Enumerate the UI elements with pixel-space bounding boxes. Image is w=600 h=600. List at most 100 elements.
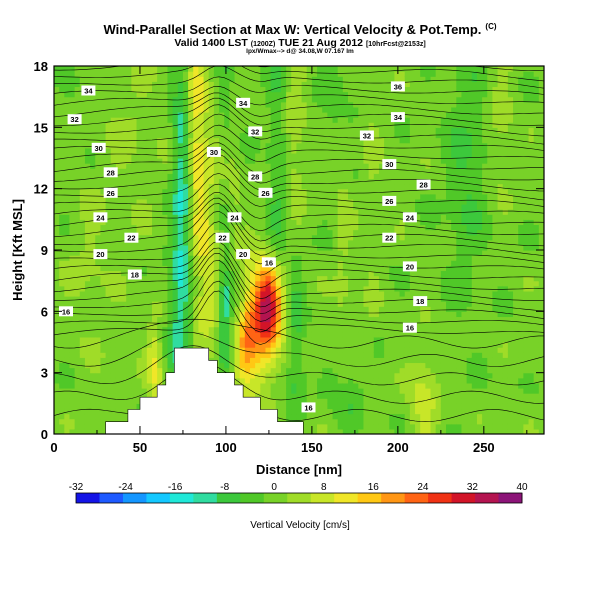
field-cell: [394, 147, 401, 154]
field-cell: [317, 362, 323, 369]
field-cell: [110, 244, 117, 251]
field-cell: [311, 377, 318, 384]
field-cell: [260, 367, 267, 374]
field-cell: [342, 183, 349, 190]
field-cell: [373, 106, 380, 113]
field-cell: [54, 239, 60, 246]
field-cell: [378, 76, 385, 82]
field-cell: [337, 96, 344, 103]
field-cell: [234, 275, 241, 282]
field-cell: [301, 326, 308, 333]
field-cell: [337, 382, 344, 389]
field-cell: [100, 193, 107, 200]
field-cell: [188, 280, 194, 287]
field-cell: [213, 290, 220, 297]
field-cell: [126, 209, 132, 215]
field-cell: [239, 362, 246, 369]
field-cell: [260, 311, 267, 318]
field-cell: [131, 66, 138, 72]
field-cell: [265, 214, 272, 220]
field-cell: [239, 66, 246, 72]
field-cell: [348, 326, 354, 333]
field-cell: [136, 352, 143, 358]
field-cell: [141, 112, 148, 118]
field-cell: [389, 168, 396, 174]
field-cell: [368, 367, 375, 374]
field-cell: [404, 193, 411, 200]
field-cell: [296, 326, 303, 333]
field-cell: [100, 66, 107, 72]
field-cell: [131, 209, 138, 215]
field-cell: [378, 270, 385, 277]
field-cell: [157, 229, 163, 236]
field-cell: [115, 244, 122, 251]
field-cell: [105, 198, 112, 205]
field-cell: [250, 219, 256, 226]
field-cell: [172, 285, 179, 292]
field-cell: [291, 142, 298, 149]
field-cell: [182, 321, 189, 328]
field-cell: [280, 163, 287, 169]
field-cell: [244, 357, 251, 364]
field-cell: [265, 91, 272, 98]
field-cell: [270, 224, 277, 231]
field-cell: [136, 122, 143, 128]
field-cell: [90, 127, 96, 134]
field-cell: [64, 362, 71, 369]
field-cell: [229, 204, 236, 210]
field-cell: [311, 234, 318, 241]
field-cell: [162, 76, 169, 82]
field-cell: [342, 280, 349, 287]
field-cell: [157, 239, 163, 246]
field-cell: [115, 321, 122, 328]
field-cell: [79, 423, 86, 430]
field-cell: [100, 418, 107, 425]
field-cell: [337, 91, 344, 98]
field-cell: [167, 301, 174, 307]
field-cell: [296, 331, 303, 338]
field-cell: [260, 296, 267, 302]
field-cell: [265, 301, 272, 307]
field-cell: [353, 398, 359, 404]
field-cell: [332, 270, 339, 277]
field-cell: [193, 209, 200, 215]
field-cell: [348, 127, 354, 134]
field-cell: [115, 372, 122, 379]
field-cell: [384, 86, 390, 93]
field-cell: [203, 127, 210, 134]
field-cell: [270, 71, 277, 77]
field-cell: [95, 347, 102, 353]
field-cell: [121, 362, 127, 369]
field-cell: [79, 229, 86, 236]
field-cell: [260, 403, 267, 410]
field-cell: [244, 122, 251, 128]
field-cell: [224, 117, 230, 123]
field-cell: [208, 265, 215, 272]
field-cell: [141, 296, 148, 302]
field-cell: [234, 342, 241, 348]
field-cell: [394, 413, 401, 420]
field-cell: [95, 204, 102, 210]
field-cell: [90, 76, 96, 82]
field-cell: [265, 239, 272, 246]
field-cell: [105, 336, 112, 343]
field-cell: [177, 173, 184, 180]
field-cell: [100, 234, 107, 241]
field-cell: [348, 382, 354, 389]
field-cell: [373, 357, 380, 364]
field-cell: [327, 188, 334, 195]
field-cell: [84, 336, 91, 343]
field-cell: [311, 112, 318, 118]
field-cell: [213, 316, 220, 323]
field-cell: [275, 255, 282, 261]
field-cell: [270, 280, 277, 287]
field-cell: [203, 142, 210, 149]
field-cell: [100, 224, 107, 231]
field-cell: [363, 229, 370, 236]
field-cell: [389, 142, 396, 149]
title-text: Wind-Parallel Section at Max W: Vertical…: [103, 22, 482, 37]
field-cell: [280, 132, 287, 139]
field-cell: [100, 91, 107, 98]
field-cell: [368, 239, 375, 246]
field-cell: [100, 352, 107, 358]
